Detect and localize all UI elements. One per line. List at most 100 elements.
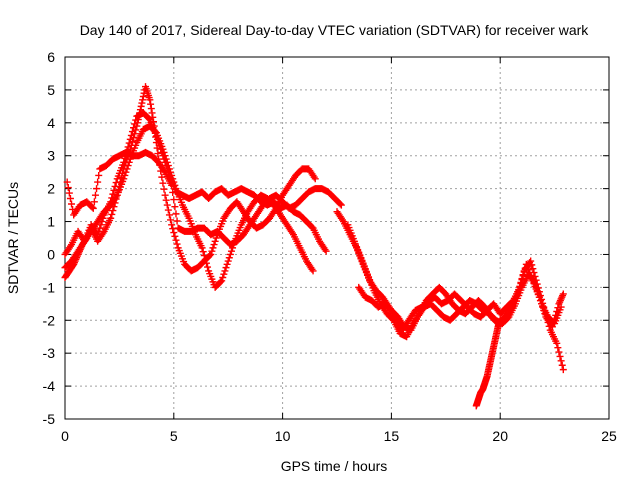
data-point	[322, 247, 330, 255]
data-point	[134, 119, 142, 127]
data-point	[311, 175, 319, 183]
data-point	[160, 185, 168, 193]
data-point	[211, 237, 219, 245]
data-point	[88, 203, 96, 211]
data-point	[559, 290, 567, 298]
data-point	[227, 247, 235, 255]
data-point	[170, 229, 178, 237]
data-point	[163, 158, 171, 166]
y-tick-label: 3	[47, 148, 55, 164]
data-point	[161, 191, 169, 199]
data-point	[66, 195, 74, 203]
data-point	[219, 273, 227, 281]
data-point	[90, 198, 98, 206]
data-point	[536, 297, 544, 305]
series-track-8	[472, 316, 504, 410]
data-point	[165, 165, 173, 173]
data-point	[309, 267, 317, 275]
data-point	[149, 113, 157, 121]
data-point	[532, 283, 540, 291]
data-point	[149, 118, 157, 126]
data-point	[559, 366, 567, 374]
grid-lines	[65, 57, 609, 419]
x-tick-label: 5	[170, 428, 178, 444]
data-point	[225, 254, 233, 262]
data-point	[109, 207, 117, 215]
data-point	[198, 244, 206, 252]
data-point	[167, 168, 175, 176]
data-point	[146, 96, 154, 104]
data-point	[145, 114, 153, 122]
data-point	[139, 96, 147, 104]
data-point	[108, 210, 116, 218]
data-point	[122, 168, 130, 176]
series-track-2	[61, 83, 319, 281]
data-point	[530, 269, 538, 277]
data-point	[218, 277, 226, 285]
data-point	[147, 100, 155, 108]
data-point	[535, 293, 543, 301]
data-point	[154, 150, 162, 158]
data-point	[89, 204, 97, 212]
data-point	[555, 348, 563, 356]
data-point	[224, 257, 232, 265]
data-point	[159, 179, 167, 187]
data-point	[124, 162, 132, 170]
data-point	[173, 240, 181, 248]
data-point	[554, 344, 562, 352]
data-point	[138, 99, 146, 107]
data-point	[210, 241, 218, 249]
data-point	[202, 259, 210, 267]
data-point	[545, 322, 553, 330]
data-point	[131, 130, 139, 138]
data-point	[121, 171, 129, 179]
data-point	[128, 137, 136, 145]
y-tick-label: -1	[43, 279, 56, 295]
data-point	[531, 280, 539, 288]
data-point	[135, 112, 143, 120]
data-point	[172, 236, 180, 244]
data-point	[557, 357, 565, 365]
x-tick-label: 20	[492, 428, 508, 444]
data-point	[204, 263, 212, 271]
data-point	[217, 278, 225, 286]
chart-title: Day 140 of 2017, Sidereal Day-to-day VTE…	[80, 22, 590, 38]
series-track-4	[61, 122, 317, 291]
data-point	[496, 316, 504, 324]
data-point	[125, 158, 133, 166]
data-point	[159, 145, 167, 153]
data-point	[168, 221, 176, 229]
data-point	[133, 122, 141, 130]
data-point	[134, 116, 142, 124]
data-point	[201, 255, 209, 263]
x-tick-label: 25	[601, 428, 617, 444]
data-point	[172, 210, 180, 218]
y-tick-label: -5	[43, 411, 56, 427]
data-point	[136, 109, 144, 117]
axis-ticks: 0 5 10 15 20 25 -5 -4 -3 -2 -1 0 1 2 3 4 5 6	[43, 49, 617, 444]
x-tick-label: 15	[384, 428, 400, 444]
data-point	[169, 188, 177, 196]
data-point	[171, 181, 179, 189]
data-point	[163, 201, 171, 209]
data-point	[528, 261, 536, 269]
data-point	[527, 257, 535, 265]
data-point	[93, 185, 101, 193]
data-point	[169, 175, 177, 183]
data-point	[171, 232, 179, 240]
data-point	[120, 175, 128, 183]
y-tick-label: -4	[43, 378, 56, 394]
data-point	[171, 203, 179, 211]
y-axis-title: SDTVAR / TECUs	[5, 182, 21, 294]
data-point	[168, 171, 176, 179]
data-points	[61, 83, 567, 410]
data-point	[95, 171, 103, 179]
data-point	[107, 214, 115, 222]
data-point	[164, 162, 172, 170]
data-point	[222, 264, 230, 272]
data-point	[226, 250, 234, 258]
data-point	[209, 244, 217, 252]
data-point	[557, 303, 565, 311]
data-point	[68, 200, 76, 208]
